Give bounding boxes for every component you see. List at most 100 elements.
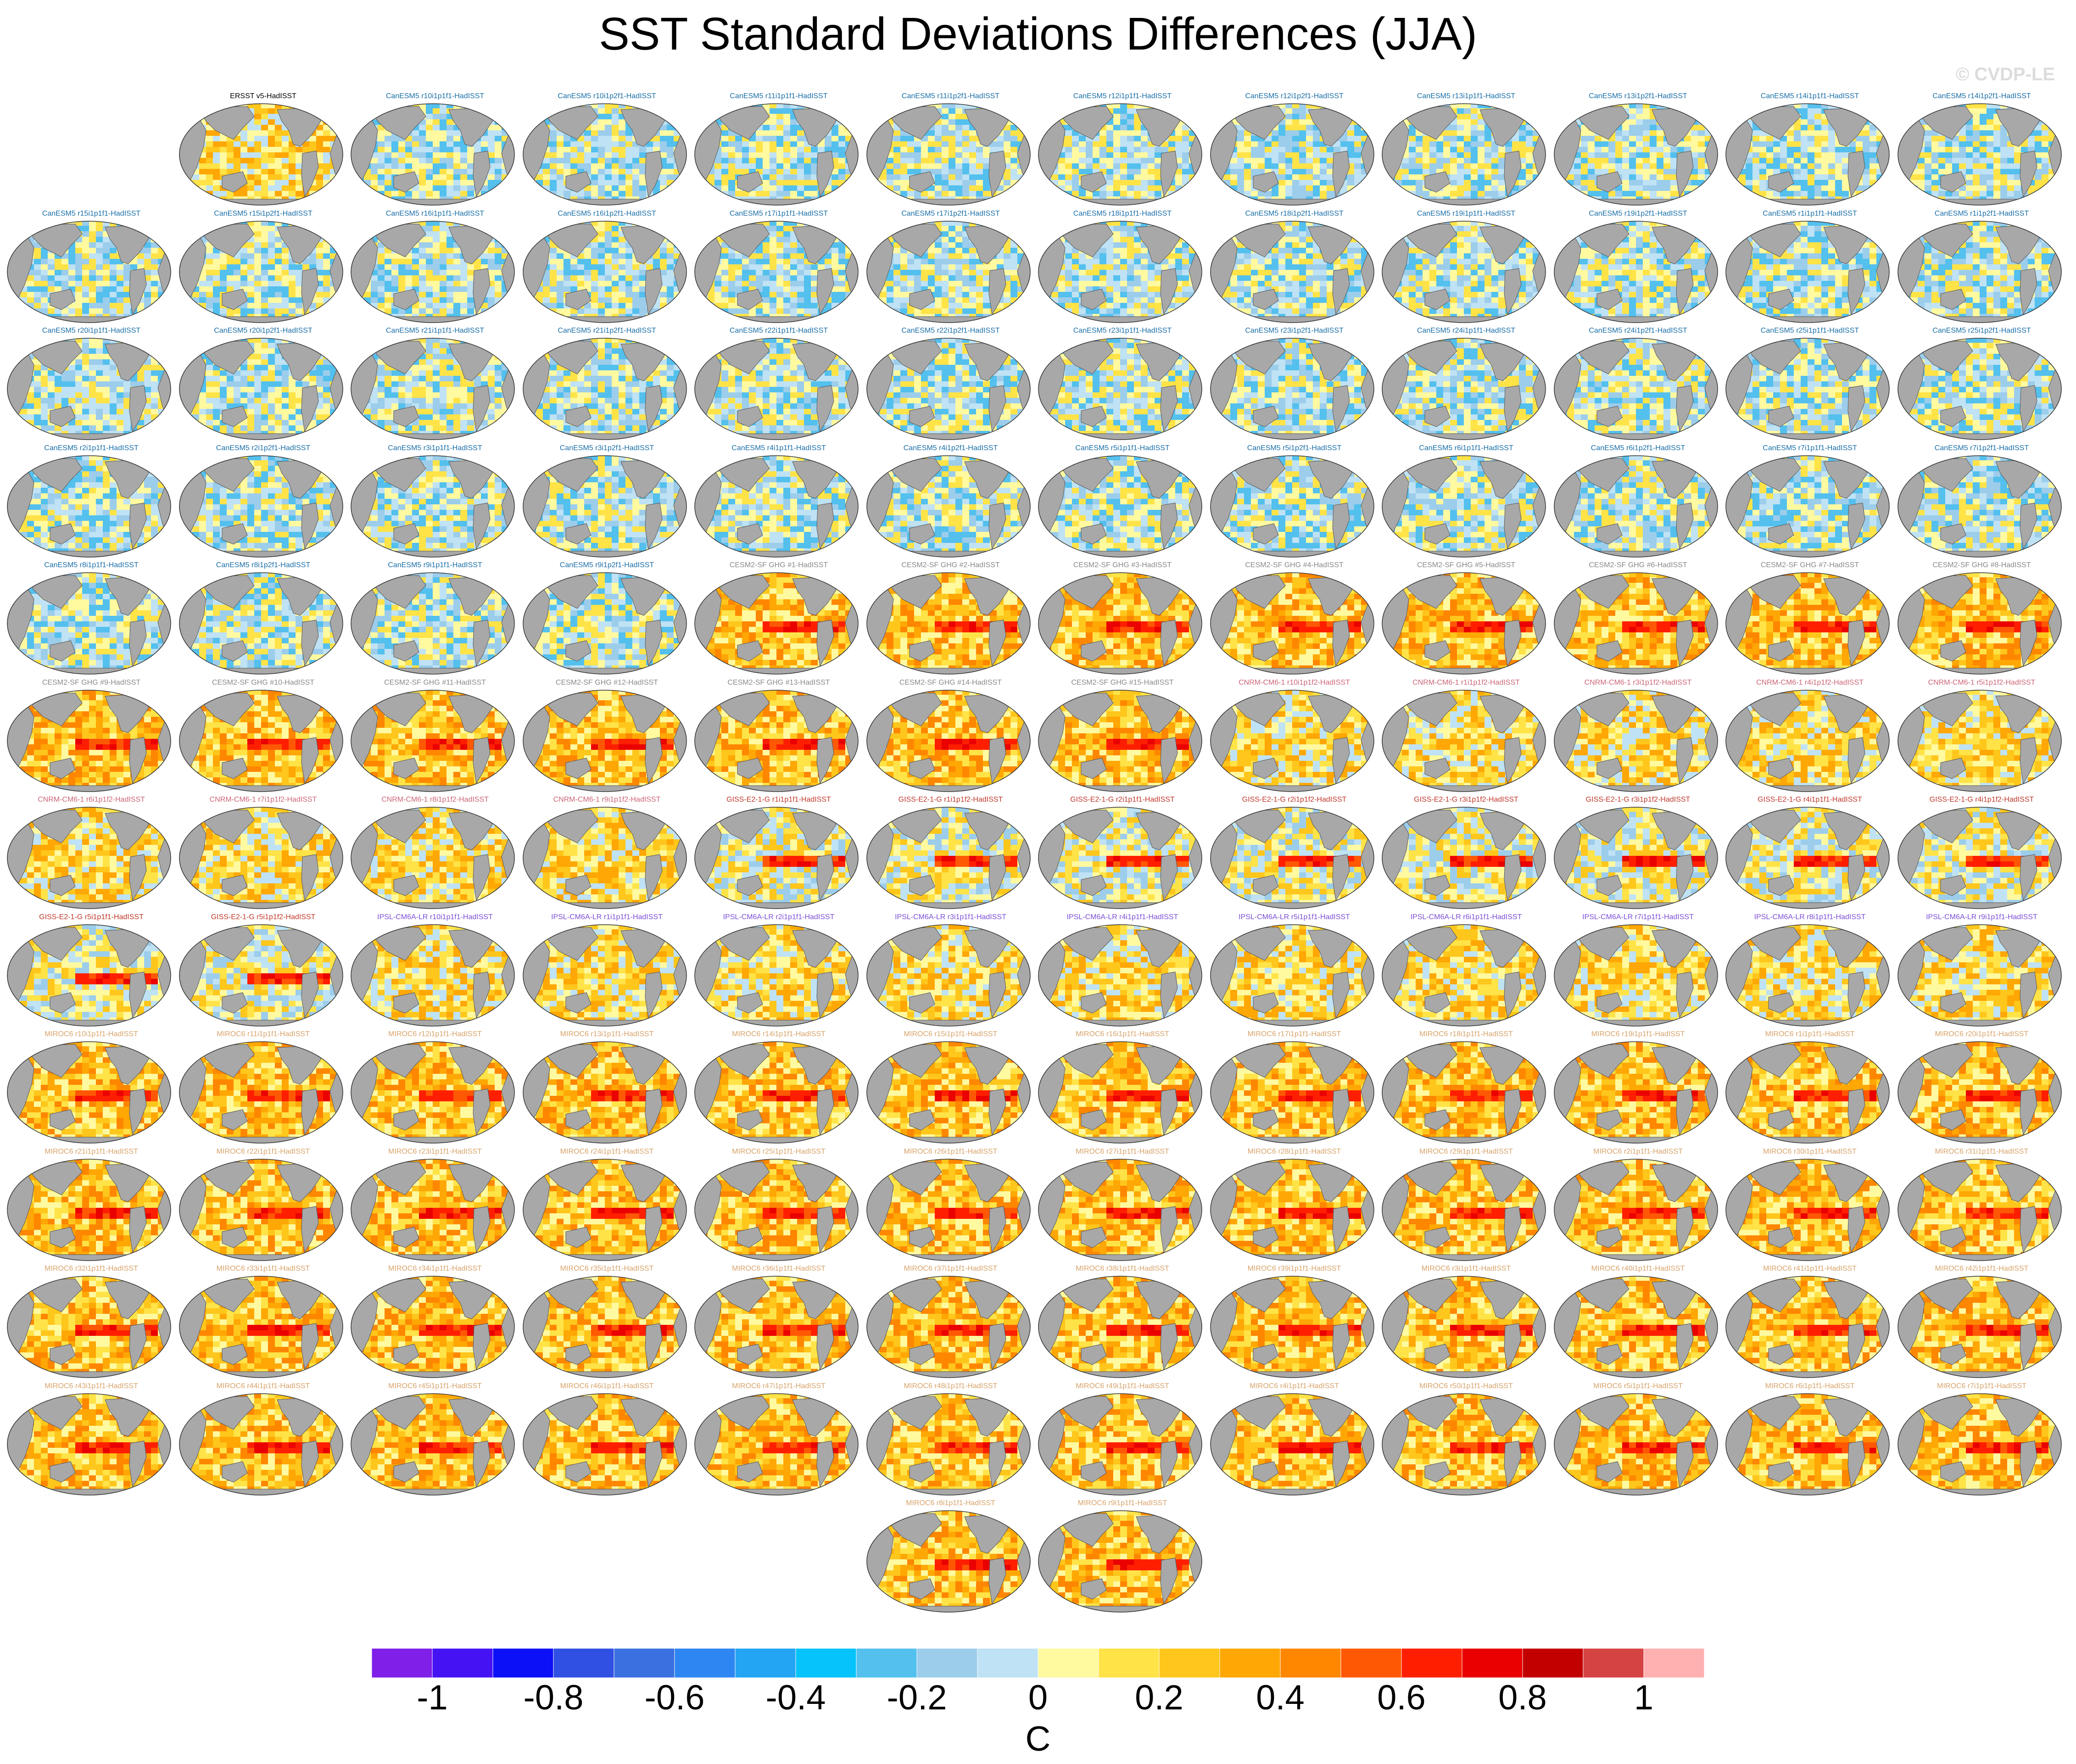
world-map [6, 455, 172, 558]
map-panel: MIROC6 r16i1p1f1-HadISST [1038, 1030, 1207, 1144]
map-panel: CanESM5 r22i1p2f1-HadISST [866, 326, 1036, 441]
map-panel: CanESM5 r25i1p1f1-HadISST [1725, 326, 1895, 441]
world-map [1381, 806, 1546, 910]
panel-label: CanESM5 r17i1p1f1-HadISST [694, 209, 864, 218]
colorbar-tick-label: 0.4 [1256, 1680, 1305, 1716]
panel-label: MIROC6 r3i1p1f1-HadISST [1381, 1264, 1551, 1273]
panel-label: MIROC6 r9i1p1f1-HadISST [1038, 1499, 1207, 1508]
map-panel: CanESM5 r14i1p1f1-HadISST [1725, 92, 1895, 207]
map-panel: CNRM-CM6-1 r10i1p1f2-HadISST [1210, 678, 1379, 793]
map-panel: CanESM5 r17i1p1f1-HadISST [694, 209, 864, 324]
map-panel: CanESM5 r12i1p1f1-HadISST [1038, 92, 1207, 207]
map-panel: CESM2-SF GHG #14-HadISST [866, 678, 1036, 793]
colorbar-swatch [432, 1648, 493, 1678]
world-map [1897, 689, 2062, 793]
map-panel: IPSL-CM6A-LR r5i1p1f1-HadISST [1210, 913, 1379, 1027]
map-panel: CNRM-CM6-1 r1i1p1f2-HadISST [1381, 678, 1551, 793]
panel-label: MIROC6 r21i1p1f1-HadISST [6, 1147, 176, 1156]
map-panel: GISS-E2-1-G r5i1p1f2-HadISST [179, 913, 348, 1027]
map-panel: MIROC6 r17i1p1f1-HadISST [1210, 1030, 1379, 1144]
map-panel: CanESM5 r8i1p2f1-HadISST [179, 561, 348, 675]
map-panel: CanESM5 r21i1p1f1-HadISST [350, 326, 520, 441]
panel-label: MIROC6 r31i1p1f1-HadISST [1897, 1147, 2067, 1156]
panel-label: CanESM5 r7i1p1f1-HadISST [1725, 444, 1895, 453]
map-panel: CESM2-SF GHG #3-HadISST [1038, 561, 1207, 675]
world-map [866, 1510, 1031, 1613]
panel-label: IPSL-CM6A-LR r2i1p1f1-HadISST [694, 913, 864, 922]
world-map [1210, 924, 1375, 1027]
panel-label: MIROC6 r17i1p1f1-HadISST [1210, 1030, 1379, 1039]
panel-label: ERSST v5-HadISST [179, 92, 348, 101]
panel-label: MIROC6 r27i1p1f1-HadISST [1038, 1147, 1207, 1156]
panel-label: MIROC6 r22i1p1f1-HadISST [179, 1147, 348, 1156]
map-panel: MIROC6 r24i1p1f1-HadISST [522, 1147, 692, 1262]
map-panel: MIROC6 r50i1p1f1-HadISST [1381, 1382, 1551, 1496]
world-map [694, 455, 859, 558]
map-panel: CanESM5 r20i1p2f1-HadISST [179, 326, 348, 441]
panel-label: MIROC6 r50i1p1f1-HadISST [1381, 1382, 1551, 1391]
panel-label: CanESM5 r6i1p2f1-HadISST [1553, 444, 1723, 453]
world-map [1897, 1275, 2062, 1379]
panel-label: MIROC6 r18i1p1f1-HadISST [1381, 1030, 1551, 1039]
world-map [179, 1158, 344, 1262]
map-panel: MIROC6 r46i1p1f1-HadISST [522, 1382, 692, 1496]
world-map [179, 1041, 344, 1144]
world-map [6, 1041, 172, 1144]
map-panel: MIROC6 r22i1p1f1-HadISST [179, 1147, 348, 1262]
world-map [866, 337, 1031, 441]
panel-label: MIROC6 r48i1p1f1-HadISST [866, 1382, 1036, 1391]
colorbar-tick-label: 0.8 [1498, 1680, 1547, 1716]
panel-label: CESM2-SF GHG #6-HadISST [1553, 561, 1723, 570]
world-map [1725, 220, 1890, 324]
world-map [1381, 1393, 1546, 1496]
panel-label: MIROC6 r24i1p1f1-HadISST [522, 1147, 692, 1156]
panel-label: IPSL-CM6A-LR r1i1p1f1-HadISST [522, 913, 692, 922]
panel-label: CanESM5 r15i1p1f1-HadISST [6, 209, 176, 218]
map-panel: CNRM-CM6-1 r3i1p1f2-HadISST [1553, 678, 1723, 793]
map-panel: CESM2-SF GHG #6-HadISST [1553, 561, 1723, 675]
map-panel: CanESM5 r19i1p1f1-HadISST [1381, 209, 1551, 324]
map-panel: MIROC6 r42i1p1f1-HadISST [1897, 1264, 2067, 1379]
world-map [1381, 1275, 1546, 1379]
panel-label: CNRM-CM6-1 r10i1p1f2-HadISST [1210, 678, 1379, 687]
colorbar-swatch [856, 1648, 917, 1678]
world-map [1553, 455, 1719, 558]
map-panel: CanESM5 r14i1p2f1-HadISST [1897, 92, 2067, 207]
map-panel: MIROC6 r40i1p1f1-HadISST [1553, 1264, 1723, 1379]
world-map [866, 806, 1031, 910]
world-map [1553, 924, 1719, 1027]
world-map [179, 924, 344, 1027]
world-map [866, 1393, 1031, 1496]
world-map [179, 806, 344, 910]
world-map [350, 572, 515, 675]
world-map [1381, 337, 1546, 441]
map-panel: IPSL-CM6A-LR r2i1p1f1-HadISST [694, 913, 864, 1027]
world-map [1038, 220, 1203, 324]
map-panel: MIROC6 r36i1p1f1-HadISST [694, 1264, 864, 1379]
map-panel: CanESM5 r3i1p2f1-HadISST [522, 444, 692, 558]
panel-label: CNRM-CM6-1 r6i1p1f2-HadISST [6, 795, 176, 804]
colorbar-tick-label: 0 [1028, 1680, 1048, 1716]
panel-label: MIROC6 r13i1p1f1-HadISST [522, 1030, 692, 1039]
panel-label: MIROC6 r19i1p1f1-HadISST [1553, 1030, 1723, 1039]
panel-label: MIROC6 r20i1p1f1-HadISST [1897, 1030, 2067, 1039]
colorbar-tick-label: -0.8 [524, 1680, 584, 1716]
world-map [6, 806, 172, 910]
panel-label: CanESM5 r21i1p2f1-HadISST [522, 326, 692, 335]
world-map [1210, 220, 1375, 324]
panel-label: MIROC6 r42i1p1f1-HadISST [1897, 1264, 2067, 1273]
map-panel: CNRM-CM6-1 r8i1p1f2-HadISST [350, 795, 520, 910]
world-map [350, 924, 515, 1027]
map-panel: MIROC6 r19i1p1f1-HadISST [1553, 1030, 1723, 1144]
map-panel: MIROC6 r25i1p1f1-HadISST [694, 1147, 864, 1262]
world-map [866, 1158, 1031, 1262]
map-panel: CESM2-SF GHG #13-HadISST [694, 678, 864, 793]
colorbar-tick-label: 0.2 [1135, 1680, 1183, 1716]
panel-label: CanESM5 r13i1p1f1-HadISST [1381, 92, 1551, 101]
panel-label: GISS-E2-1-G r5i1p1f1-HadISST [6, 913, 176, 922]
panel-label: CanESM5 r19i1p1f1-HadISST [1381, 209, 1551, 218]
colorbar-swatch [1644, 1648, 1704, 1678]
map-panel: GISS-E2-1-G r4i1p1f1-HadISST [1725, 795, 1895, 910]
map-panel: GISS-E2-1-G r3i1p1f2-HadISST [1381, 795, 1551, 910]
panel-label: IPSL-CM6A-LR r6i1p1f1-HadISST [1381, 913, 1551, 922]
